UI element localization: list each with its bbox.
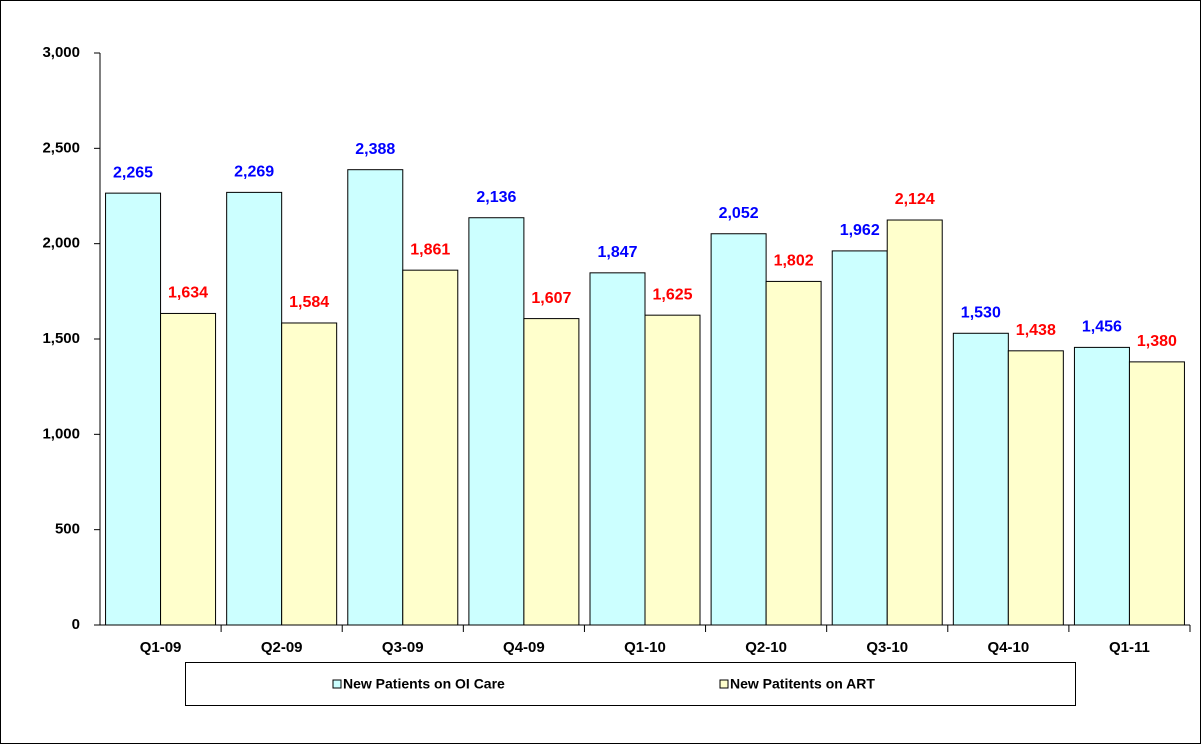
value-label: 1,530 — [961, 304, 1001, 321]
value-label: 1,634 — [168, 285, 208, 302]
bar — [831, 250, 888, 626]
x-tick-label: Q4-09 — [503, 639, 545, 656]
value-label: 1,861 — [410, 241, 450, 258]
value-label: 1,584 — [289, 294, 329, 311]
y-tick-label: 3,000 — [42, 44, 80, 61]
x-tick-label: Q3-10 — [866, 639, 908, 656]
value-label: 2,124 — [895, 191, 935, 208]
y-tick-label: 2,500 — [42, 139, 80, 156]
value-label: 2,265 — [113, 164, 153, 181]
bar — [765, 280, 822, 626]
x-tick-label: Q2-10 — [745, 639, 787, 656]
value-label: 2,136 — [476, 189, 516, 206]
x-tick-label: Q1-09 — [140, 639, 182, 656]
x-tick-label: Q1-10 — [624, 639, 666, 656]
bar — [523, 318, 580, 626]
bar — [468, 217, 525, 626]
value-label: 1,847 — [597, 244, 637, 261]
legend-box — [185, 662, 1076, 706]
bar — [226, 191, 283, 626]
x-tick-label: Q2-09 — [261, 639, 303, 656]
bar — [160, 312, 217, 626]
bar — [589, 272, 646, 626]
legend-swatch — [332, 679, 342, 689]
value-label: 1,625 — [652, 286, 692, 303]
bar — [886, 219, 943, 626]
y-tick-label: 1,500 — [42, 330, 80, 347]
bar — [1128, 361, 1185, 626]
value-label: 2,269 — [234, 164, 274, 181]
value-label: 2,388 — [355, 141, 395, 158]
bar — [710, 233, 767, 626]
value-label: 1,438 — [1016, 322, 1056, 339]
bar — [644, 314, 701, 626]
y-tick-label: 2,000 — [42, 235, 80, 252]
x-tick-label: Q1-11 — [1109, 639, 1150, 656]
legend-swatch — [719, 679, 729, 689]
value-label: 1,802 — [774, 253, 814, 270]
bar — [1007, 350, 1064, 626]
value-label: 2,052 — [719, 205, 759, 222]
bar — [347, 169, 404, 626]
value-label: 1,456 — [1082, 319, 1122, 336]
bar — [952, 332, 1009, 626]
y-tick-label: 0 — [72, 616, 80, 633]
bar — [402, 269, 459, 626]
bar — [281, 322, 338, 626]
x-tick-label: Q3-09 — [382, 639, 424, 656]
value-label: 1,607 — [531, 290, 571, 307]
value-label: 1,380 — [1137, 333, 1177, 350]
y-tick-label: 500 — [55, 521, 80, 538]
bar — [105, 192, 162, 626]
bar — [1073, 346, 1130, 626]
x-tick-label: Q4-10 — [987, 639, 1029, 656]
legend-label: New Patitents on ART — [730, 676, 875, 692]
y-tick-label: 1,000 — [42, 425, 80, 442]
value-label: 1,962 — [840, 222, 880, 239]
legend-label: New Patients on OI Care — [343, 676, 505, 692]
